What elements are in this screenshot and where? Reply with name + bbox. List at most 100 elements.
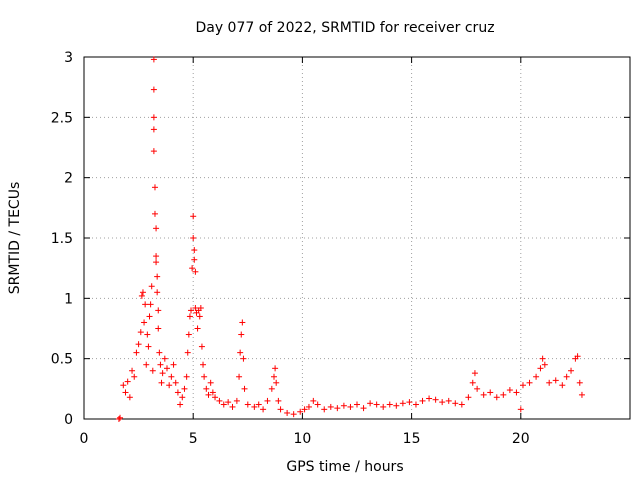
data-point xyxy=(380,403,387,410)
data-point xyxy=(159,370,166,377)
data-point xyxy=(150,56,157,63)
data-point xyxy=(153,253,160,260)
data-point xyxy=(244,401,251,408)
data-point xyxy=(526,379,533,386)
data-point xyxy=(191,247,198,254)
data-point xyxy=(179,394,186,401)
data-point xyxy=(255,401,262,408)
data-point xyxy=(305,403,312,410)
data-point xyxy=(474,385,481,392)
data-point xyxy=(177,401,184,408)
data-point xyxy=(133,349,140,356)
data-point xyxy=(393,402,400,409)
axis-ticks: 0 5 10 15 20 0 0.5 1 1.5 2 2.5 3 xyxy=(51,50,630,447)
y-tick-label: 2.5 xyxy=(51,110,73,126)
data-point xyxy=(149,367,156,374)
data-point xyxy=(301,406,308,413)
data-point xyxy=(563,373,570,380)
data-points xyxy=(115,56,585,422)
data-point xyxy=(578,391,585,398)
data-point xyxy=(239,319,246,326)
data-point xyxy=(432,396,439,403)
data-point xyxy=(268,385,275,392)
data-point xyxy=(192,268,199,275)
y-tick-label: 2 xyxy=(64,171,73,187)
data-point xyxy=(150,114,157,121)
data-point xyxy=(260,406,267,413)
data-point xyxy=(426,395,433,402)
data-point xyxy=(207,379,214,386)
data-point xyxy=(241,385,248,392)
data-point xyxy=(197,304,204,311)
data-point xyxy=(271,373,278,380)
data-point xyxy=(186,313,193,320)
data-point xyxy=(533,373,540,380)
data-point xyxy=(150,148,157,155)
data-point xyxy=(354,401,360,408)
data-point xyxy=(360,405,367,412)
data-point xyxy=(188,307,195,314)
data-point xyxy=(205,391,212,398)
data-point xyxy=(151,210,158,217)
data-point xyxy=(153,259,160,266)
data-point xyxy=(537,365,544,372)
data-point xyxy=(139,289,146,296)
data-point xyxy=(552,377,559,384)
data-point xyxy=(487,389,494,396)
x-tick-label: 5 xyxy=(189,431,198,447)
data-point xyxy=(146,313,153,320)
data-point xyxy=(546,379,553,386)
chart-title: Day 077 of 2022, SRMTID for receiver cru… xyxy=(195,20,494,36)
data-point xyxy=(273,379,280,386)
data-point xyxy=(170,361,177,368)
data-point xyxy=(190,235,197,241)
data-point xyxy=(310,397,317,404)
data-point xyxy=(191,256,198,263)
data-point xyxy=(135,341,142,348)
data-point xyxy=(445,397,452,404)
data-point xyxy=(151,184,158,191)
data-point xyxy=(172,379,179,386)
data-point xyxy=(574,353,581,360)
data-point xyxy=(465,394,472,401)
data-point xyxy=(174,389,181,396)
data-point xyxy=(439,399,446,406)
data-point xyxy=(200,361,207,368)
data-point xyxy=(419,397,426,404)
data-point xyxy=(181,385,188,392)
data-point xyxy=(124,378,131,385)
data-point xyxy=(141,319,148,326)
data-point xyxy=(209,389,216,396)
data-point xyxy=(137,329,144,336)
data-point xyxy=(406,399,413,406)
data-point xyxy=(155,325,162,332)
data-point xyxy=(237,349,244,356)
data-point xyxy=(168,373,175,380)
data-point xyxy=(153,225,160,232)
data-point xyxy=(367,400,374,407)
data-point xyxy=(201,373,208,380)
data-point xyxy=(192,304,199,311)
data-point xyxy=(314,401,321,408)
data-point xyxy=(576,379,583,386)
data-point xyxy=(144,331,151,338)
data-point xyxy=(183,373,190,380)
data-point xyxy=(129,367,136,374)
data-point xyxy=(519,382,526,389)
data-point xyxy=(156,349,163,356)
data-point xyxy=(194,325,201,332)
data-point xyxy=(238,331,245,338)
data-point xyxy=(471,370,478,377)
data-point xyxy=(147,301,154,308)
data-point xyxy=(275,397,282,404)
data-point xyxy=(272,365,279,372)
data-point xyxy=(251,403,258,410)
data-point xyxy=(334,405,341,412)
data-point xyxy=(115,416,122,422)
data-point xyxy=(166,382,173,389)
data-point xyxy=(284,409,291,416)
data-point xyxy=(347,403,354,410)
data-point xyxy=(131,373,138,380)
data-point xyxy=(154,289,161,296)
